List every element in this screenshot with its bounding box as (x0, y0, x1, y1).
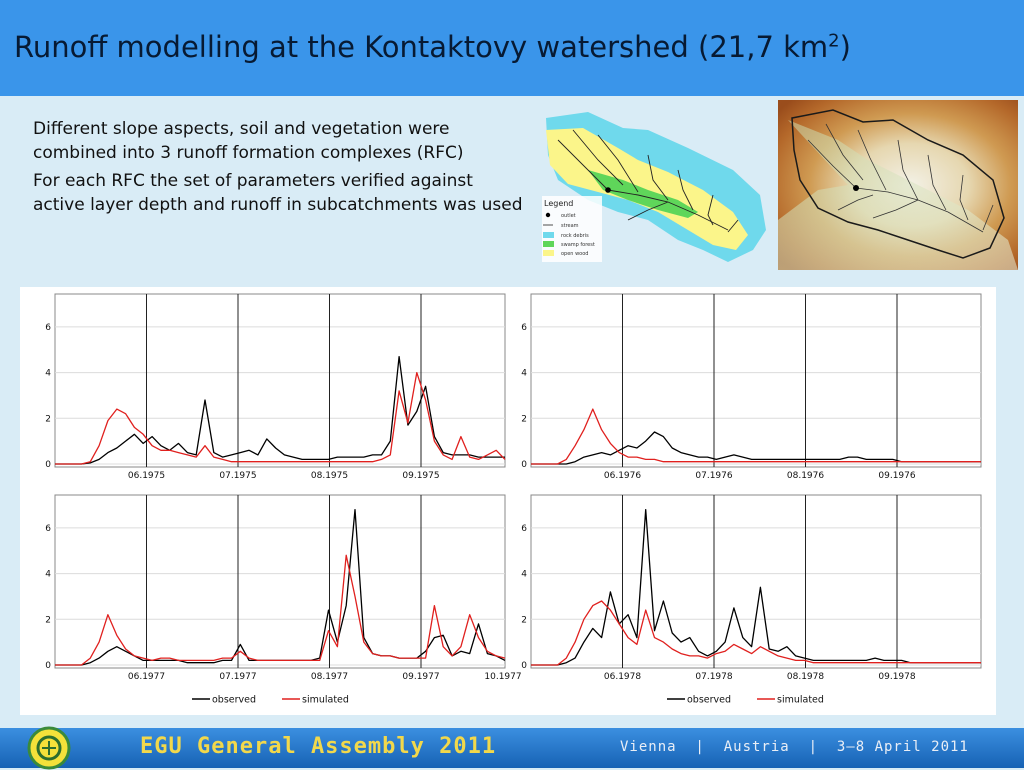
chart-1977-ytick-0: 0 (45, 661, 51, 671)
stream-network (557, 129, 739, 233)
chart-1975-ytick-4: 4 (45, 369, 51, 379)
chart-1978-series-observed (531, 508, 981, 666)
chart-1977-ytick-2: 2 (45, 615, 51, 625)
chart-1978-ytick-6: 6 (521, 524, 527, 534)
legend-rock-debris-swatch (543, 232, 554, 238)
chart-1975-ytick-6: 6 (45, 323, 51, 333)
legend-item-outlet: outlet (561, 213, 576, 219)
chart-1976-ytick-2: 2 (521, 414, 527, 424)
chart-1975-series-observed (55, 355, 505, 465)
legend-item-stream: stream (561, 223, 579, 229)
chart-1977-xtick-08.1977: 08.1977 (311, 672, 348, 682)
watershed-legend-map: Legend outlet stream rock debris swamp f… (542, 112, 766, 262)
event-name: EGU General Assembly 2011 (140, 734, 497, 759)
bullet-1: Different slope aspects, soil and vegeta… (33, 119, 464, 163)
chart-1976-ytick-0: 0 (521, 460, 527, 470)
title-superscript: 2 (828, 30, 840, 52)
chart-1975-series-simulated (55, 371, 506, 465)
title-bar: Runoff modelling at the Kontaktovy water… (0, 0, 1024, 96)
hydrograph-panel: 0 2 4 6 06.1975 07.1975 08.1975 09.1975 0 2 4 6 06.1… (20, 287, 996, 715)
chart-1977-xtick-06.1977: 06.1977 (128, 672, 165, 682)
chart-1978-ytick-0: 0 (521, 661, 527, 671)
chart-1976-xtick-07.1976: 07.1976 (695, 471, 732, 481)
legend-swamp-forest-swatch (543, 241, 554, 247)
legend-simulated-label-right: simulated (777, 695, 824, 706)
chart-1977-xtick-10.1977: 10.1977 (484, 672, 521, 682)
bullet-list: Different slope aspects, soil and vegeta… (33, 117, 528, 221)
legend-title: Legend (544, 199, 573, 208)
legend-item-swamp-forest: swamp forest (561, 242, 595, 248)
legend-open-wood-swatch (543, 250, 554, 256)
chart-1976-xtick-06.1976: 06.1976 (604, 471, 641, 481)
chart-1978-xtick-07.1978: 07.1978 (695, 672, 732, 682)
chart-1977-series-simulated (55, 554, 506, 666)
chart-1976-xtick-08.1976: 08.1976 (787, 471, 824, 481)
chart-1978-xtick-06.1978: 06.1978 (604, 672, 641, 682)
legend-outlet-icon (545, 212, 551, 218)
chart-1978-ytick-2: 2 (521, 615, 527, 625)
slide-title: Runoff modelling at the Kontaktovy water… (14, 30, 851, 64)
legend-item-open-wood: open wood (561, 251, 588, 257)
bullet-2: For each RFC the set of parameters verif… (33, 171, 523, 215)
chart-1975-xtick-09.1975: 09.1975 (402, 471, 439, 481)
chart-1977-ytick-6: 6 (45, 524, 51, 534)
hydrograph-svg: 0 2 4 6 06.1975 07.1975 08.1975 09.1975 0 2 4 6 06.1… (45, 293, 982, 706)
slide-title-end: ) (839, 30, 851, 64)
chart-1975-ytick-0: 0 (45, 460, 51, 470)
legend-observed-label-right: observed (687, 695, 731, 706)
swamp-forest-area (588, 170, 698, 218)
chart-1978-ytick-4: 4 (521, 570, 527, 580)
chart-1978-xtick-08.1978: 08.1978 (787, 672, 824, 682)
relief-map (778, 100, 1018, 270)
chart-1975-xtick-07.1975: 07.1975 (219, 471, 256, 481)
chart-1976-xtick-09.1976: 09.1976 (878, 471, 915, 481)
chart-1977-ytick-4: 4 (45, 570, 51, 580)
chart-1978-xtick-09.1978: 09.1978 (878, 672, 915, 682)
watershed-boundary (791, 109, 1005, 259)
outlet-marker (605, 187, 611, 193)
event-place: Vienna | Austria | 3–8 April 2011 (620, 739, 969, 755)
legend-observed-label-left: observed (212, 695, 256, 706)
footer-band (0, 728, 1024, 768)
chart-1976-ytick-6: 6 (521, 323, 527, 333)
chart-1977-xtick-09.1977: 09.1977 (402, 672, 439, 682)
chart-1977-xtick-07.1977: 07.1977 (219, 672, 256, 682)
chart-1975-ytick-2: 2 (45, 414, 51, 424)
chart-1976-series-simulated (531, 408, 981, 465)
relief-outlet-marker (853, 185, 859, 191)
legend-item-rock-debris: rock debris (561, 233, 589, 239)
chart-1978-frame (530, 494, 982, 669)
chart-1976-ytick-4: 4 (521, 369, 527, 379)
footer-bar: EGU General Assembly 2011 Vienna | Austr… (0, 726, 1024, 770)
egu-logo (27, 726, 71, 770)
legend-simulated-label-left: simulated (302, 695, 349, 706)
chart-1977-frame (54, 494, 506, 669)
chart-1978-series-simulated (531, 600, 981, 666)
slide-title-text: Runoff modelling at the Kontaktovy water… (14, 30, 829, 64)
relief-streams (807, 123, 994, 233)
chart-1976-frame (530, 293, 982, 468)
chart-1975-xtick-06.1975: 06.1975 (128, 471, 165, 481)
chart-1975-xtick-08.1975: 08.1975 (311, 471, 348, 481)
